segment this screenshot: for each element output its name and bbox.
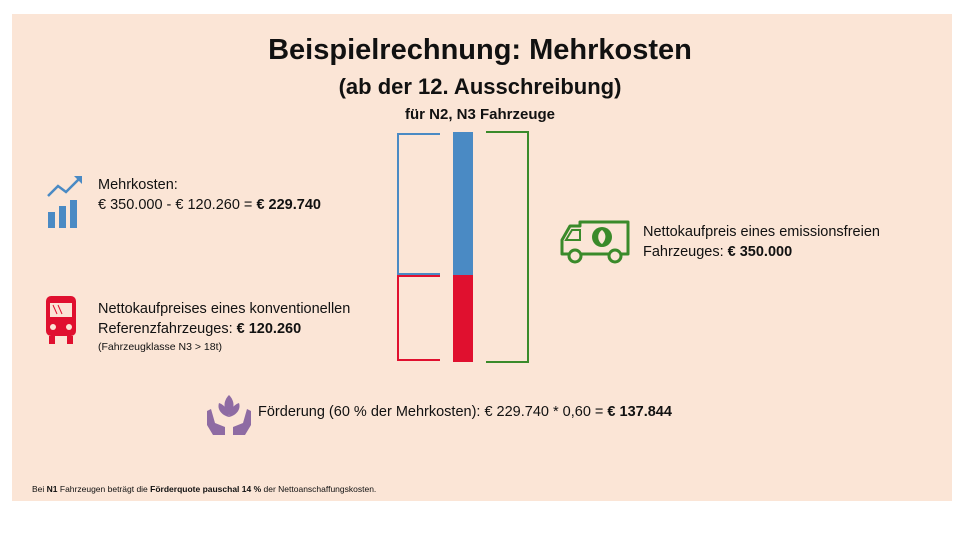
- footnote-text-3: der Nettoanschaffungskosten.: [261, 484, 377, 494]
- mehrkosten-formula: € 350.000 - € 120.260 =: [98, 197, 257, 213]
- slide-background: [12, 14, 952, 501]
- foerderung-result: € 137.844: [607, 404, 672, 420]
- konventionell-label: Referenzfahrzeuges:: [98, 321, 237, 337]
- footnote-bold-1: N1: [46, 484, 58, 494]
- konventionell-line1: Nettokaufpreises eines konventionellen: [98, 301, 351, 317]
- foerderung-text: Förderung (60 % der Mehrkosten): € 229.7…: [258, 404, 608, 420]
- emissionsfrei-line2: Fahrzeuges: € 350.000: [643, 242, 880, 262]
- page-title: Beispielrechnung: Mehrkosten: [268, 34, 692, 66]
- konventionell-price: € 120.260: [236, 321, 302, 337]
- emissionsfrei-line1: Nettokaufpreis eines emissionsfreien: [643, 224, 880, 240]
- mehrkosten-block: Mehrkosten: € 350.000 - € 120.260 = € 22…: [98, 175, 321, 215]
- footnote: Bei N1 Fahrzeugen beträgt die Förderquot…: [32, 484, 376, 494]
- hands-plant-icon: [207, 395, 251, 435]
- footnote-bold-2: Förderquote pauschal 14 %: [150, 484, 262, 494]
- konventionell-bar-segment: [453, 275, 473, 362]
- mehrkosten-bracket: [397, 133, 440, 275]
- emissionsfrei-bracket: [486, 131, 529, 363]
- vehicle-class-subtitle: für N2, N3 Fahrzeuge: [404, 106, 556, 123]
- konventionell-block: Nettokaufpreises eines konventionellen R…: [98, 299, 350, 355]
- emissionsfrei-block: Nettokaufpreis eines emissionsfreien Fah…: [643, 222, 880, 262]
- konventionell-note: (Fahrzeugklasse N3 > 18t): [98, 341, 223, 353]
- footnote-text-2: Fahrzeugen beträgt die: [57, 484, 151, 494]
- emissionsfrei-price: € 350.000: [727, 244, 793, 260]
- chart-growth-icon: [47, 176, 82, 228]
- mehrkosten-formula-line: € 350.000 - € 120.260 = € 229.740: [98, 195, 321, 215]
- konventionell-line2: Referenzfahrzeuges: € 120.260: [98, 319, 350, 339]
- page-subtitle: (ab der 12. Ausschreibung): [338, 74, 622, 99]
- cost-comparison-bar: [397, 131, 529, 363]
- emissionsfrei-label: Fahrzeuges:: [643, 244, 728, 260]
- bus-icon: [46, 296, 76, 344]
- konventionell-bracket: [397, 275, 440, 361]
- electric-van-icon: [560, 220, 630, 264]
- mehrkosten-label: Mehrkosten:: [98, 177, 178, 193]
- mehrkosten-bar-segment: [453, 132, 473, 275]
- mehrkosten-result: € 229.740: [256, 197, 321, 213]
- foerderung-line: Förderung (60 % der Mehrkosten): € 229.7…: [258, 402, 672, 422]
- footnote-text-1: Bei: [32, 484, 47, 494]
